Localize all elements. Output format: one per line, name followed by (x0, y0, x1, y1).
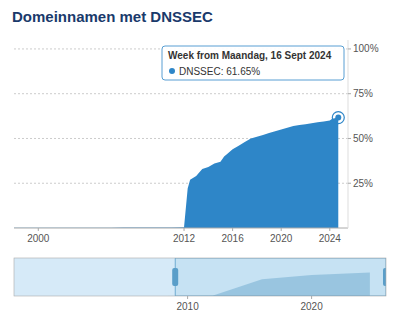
navigator-tick (311, 296, 312, 299)
x-tick (329, 228, 330, 231)
annotation-box (162, 46, 344, 80)
annotation-dot (169, 68, 175, 74)
y-tick (348, 138, 351, 139)
x-tick-label: 2012 (173, 233, 196, 244)
x-tick-label: 2020 (270, 233, 293, 244)
x-tick-label: 2016 (221, 233, 244, 244)
y-tick-label: 25% (353, 178, 373, 189)
navigator-tick-label: 2010 (176, 301, 199, 312)
x-tick-label: 2024 (319, 233, 342, 244)
x-tick (281, 228, 282, 231)
plot-area (14, 112, 344, 228)
highlight-ring (332, 112, 344, 124)
x-tick (38, 228, 39, 231)
y-tick-label: 50% (353, 133, 373, 144)
y-tick (348, 93, 351, 94)
y-tick-label: 100% (353, 43, 379, 54)
y-tick-label: 75% (353, 88, 373, 99)
annotation-title: Week from Maandag, 16 Sept 2024 (168, 50, 332, 61)
grid-line (14, 93, 348, 94)
annotation-value: DNSSEC: 61.65% (179, 66, 260, 77)
navigator-frame (14, 258, 386, 296)
x-tick-label: 2000 (27, 233, 50, 244)
title: Domeinnamen met DNSSEC (12, 8, 213, 25)
navigator-selection (175, 258, 386, 296)
x-axis-line (14, 228, 348, 229)
highlight-point (335, 115, 341, 121)
y-tick (348, 48, 351, 49)
navigator-tick (187, 296, 188, 299)
navigator-handle[interactable] (383, 268, 386, 286)
navigator-bg (14, 258, 386, 296)
navigator-area (39, 258, 386, 296)
x-tick (232, 228, 233, 231)
chart-root: Domeinnamen met DNSSEC 2000 2012 2016 2020 20… (0, 0, 400, 328)
area (14, 118, 338, 228)
navigator-tick-label: 2020 (300, 301, 323, 312)
y-tick (348, 183, 351, 184)
y-axis-line (348, 40, 349, 228)
x-tick (184, 228, 185, 231)
navigator-handle[interactable] (172, 268, 178, 286)
